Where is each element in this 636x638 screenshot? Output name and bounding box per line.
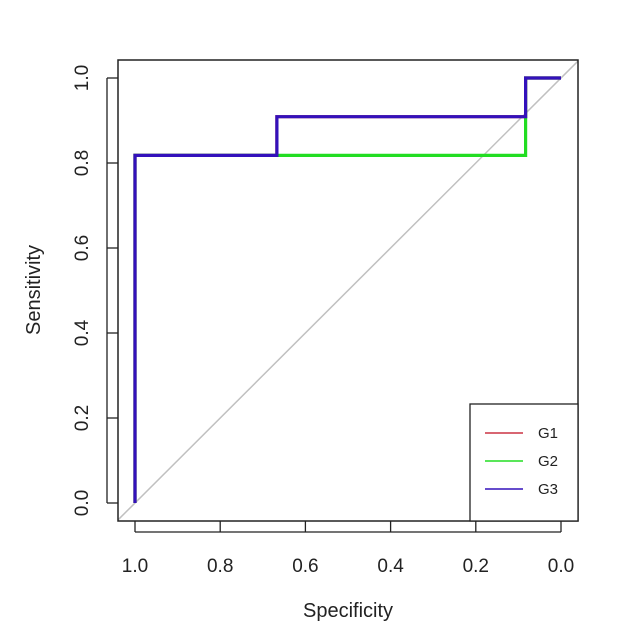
x-axis: 1.0 0.8 0.6 0.4 0.2 0.0 xyxy=(122,521,574,577)
y-axis-label: Sensitivity xyxy=(23,245,45,335)
y-axis: 0.0 0.2 0.4 0.6 0.8 1.0 xyxy=(72,65,118,516)
y-tick-label: 0.2 xyxy=(72,405,93,431)
x-tick-label: 0.4 xyxy=(377,556,404,577)
reference-diagonal xyxy=(117,60,579,521)
x-tick-label: 0.0 xyxy=(548,556,574,577)
x-tick-label: 1.0 xyxy=(122,556,148,577)
x-tick-label: 0.8 xyxy=(207,556,233,577)
y-tick-label: 0.0 xyxy=(72,490,93,516)
series-line-g3 xyxy=(133,76,561,503)
plot-area-border xyxy=(117,59,579,522)
legend-box xyxy=(469,403,579,522)
x-axis-label: Specificity xyxy=(303,600,393,622)
y-tick-label: 0.4 xyxy=(72,319,93,346)
legend: G1 G2 G3 xyxy=(469,403,579,522)
y-tick-label: 1.0 xyxy=(72,65,93,91)
y-tick-label: 0.8 xyxy=(72,150,93,176)
legend-label-g3: G3 xyxy=(538,481,558,498)
x-tick-label: 0.6 xyxy=(292,556,318,577)
legend-label-g1: G1 xyxy=(538,425,558,442)
x-tick-label: 0.2 xyxy=(463,556,489,577)
y-tick-label: 0.6 xyxy=(72,235,93,261)
legend-label-g2: G2 xyxy=(538,453,558,470)
